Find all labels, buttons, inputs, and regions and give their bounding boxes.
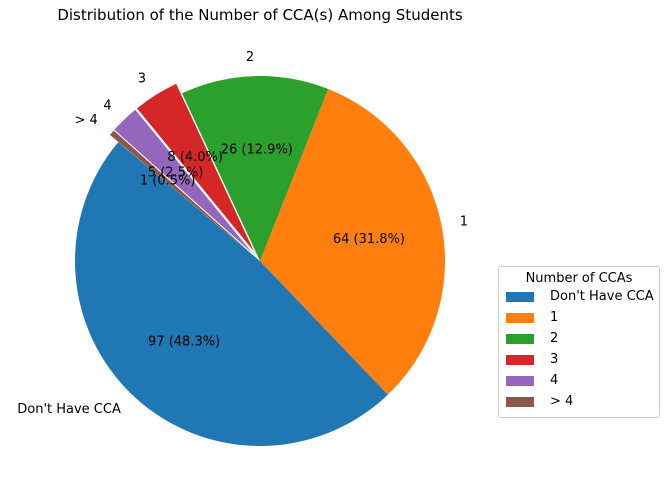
legend-label: 2: [550, 331, 559, 346]
legend-label: 1: [550, 310, 559, 325]
legend-swatch: [506, 333, 534, 344]
category-label-3: 3: [138, 72, 146, 87]
legend-swatch: [506, 375, 534, 386]
slice-2: [182, 76, 329, 262]
legend-entry-3: 3: [499, 349, 659, 370]
legend-swatch: [506, 291, 534, 302]
category-label-4: 4: [103, 98, 111, 113]
percent-labels: 97 (48.3%) 64 (31.8%) 26 (12.9%)8 (4.0%)5 …: [140, 143, 405, 350]
percent-label-4: 5 (2.5%): [148, 165, 204, 180]
slice-4: [109, 130, 252, 254]
legend-label: > 4: [550, 394, 574, 409]
percent-label-3: 8 (4.0%): [167, 150, 223, 165]
percent-label-2: 26 (12.9%): [221, 143, 293, 158]
legend-swatch: [506, 312, 534, 323]
slice-1: [260, 89, 445, 395]
chart-title: Distribution of the Number of CCA(s) Amo…: [57, 6, 463, 24]
legend: Number of CCAs Don't Have CCA 1 2 3 4 > 4: [498, 266, 660, 418]
category-labels: Don't Have CCA 1 2 3 4 > 4: [17, 50, 468, 417]
slice-don-t-have-cca: [74, 142, 388, 447]
legend-entries: Don't Have CCA 1 2 3 4 > 4: [499, 286, 659, 412]
legend-entry-4: > 4: [499, 391, 659, 412]
legend-entry-1: 1: [499, 307, 659, 328]
legend-swatch: [506, 396, 534, 407]
legend-entry-don-t-have-cca: Don't Have CCA: [499, 286, 659, 307]
legend-entry-2: 2: [499, 328, 659, 349]
legend-title: Number of CCAs: [525, 271, 633, 286]
legend-swatch: [506, 354, 534, 365]
legend-label: 4: [550, 373, 559, 388]
percent-label-don-t-have-cca: 97 (48.3%): [148, 335, 220, 350]
category-label-don-t-have-cca: Don't Have CCA: [17, 402, 121, 417]
category-label-1: 1: [460, 215, 468, 230]
category-label-4: > 4: [74, 113, 97, 128]
slice-4: [114, 109, 253, 253]
percent-label-4: 1 (0.5%): [140, 174, 196, 189]
category-label-2: 2: [246, 50, 254, 65]
legend-entry-4: 4: [499, 370, 659, 391]
pie-slices: [74, 76, 445, 447]
percent-label-1: 64 (31.8%): [333, 232, 405, 247]
legend-label: 3: [550, 352, 559, 367]
legend-label: Don't Have CCA: [550, 289, 654, 304]
slice-3: [137, 83, 255, 252]
